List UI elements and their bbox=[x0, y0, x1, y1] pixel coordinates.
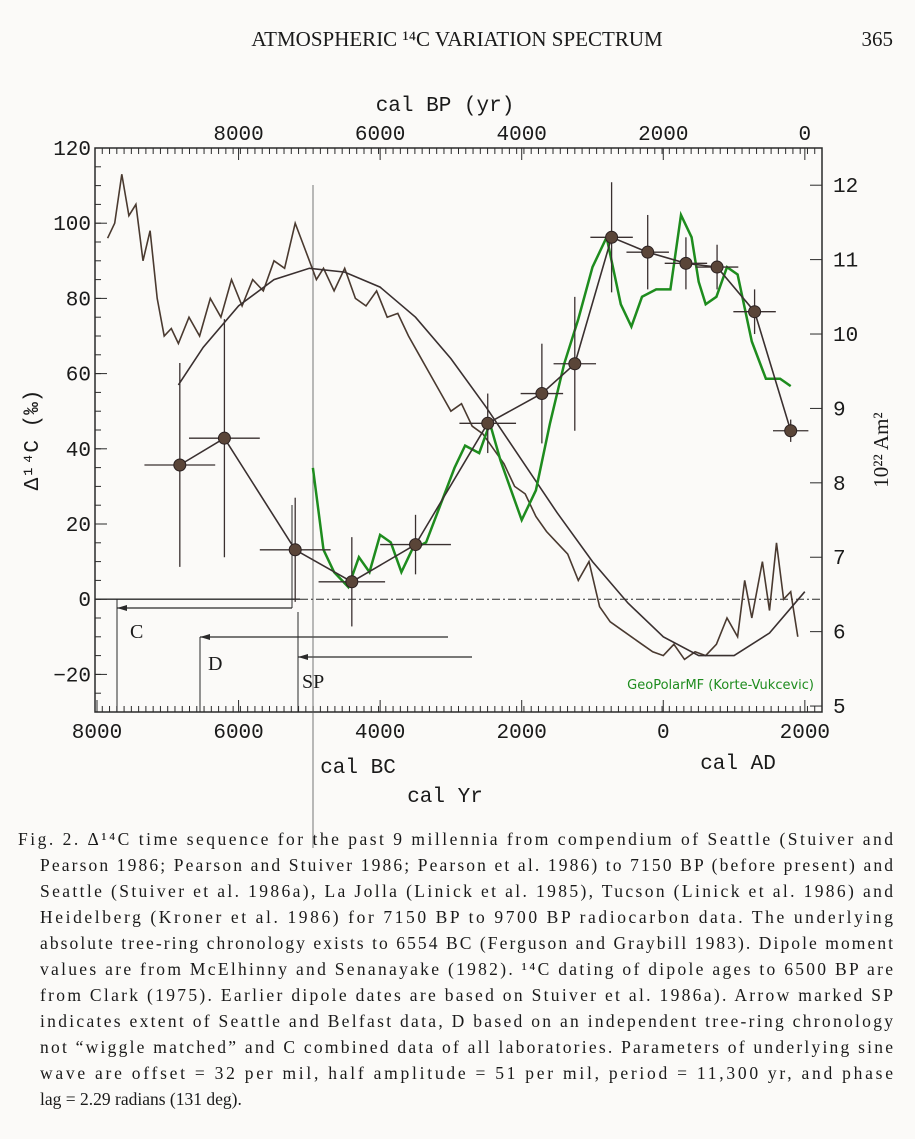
ad-label: cal AD bbox=[700, 753, 776, 776]
y-tick-label: 100 bbox=[53, 214, 91, 237]
bc-label: cal BC bbox=[320, 757, 396, 780]
caption-line: indicates extent of Seattle and Belfast … bbox=[40, 1011, 893, 1031]
y2-tick-label: 8 bbox=[833, 474, 846, 497]
data-point bbox=[641, 245, 655, 259]
y-tick-label: 40 bbox=[66, 440, 91, 463]
y-tick-label: 0 bbox=[78, 590, 91, 613]
y2-tick-label: 5 bbox=[833, 697, 846, 720]
data-point bbox=[748, 305, 762, 319]
data-point bbox=[679, 256, 693, 270]
x-tick-label: 2000 bbox=[496, 722, 546, 745]
y2-tick-label: 6 bbox=[833, 623, 846, 646]
caption-line: Fig. 2. Δ¹⁴C time sequence for the past … bbox=[18, 829, 893, 849]
data-point bbox=[481, 416, 495, 430]
running-title: ATMOSPHERIC ¹⁴C VARIATION SPECTRUM bbox=[251, 27, 663, 51]
annotation: D bbox=[208, 653, 222, 675]
caption-line: from Clark (1975). Earlier dipole dates … bbox=[40, 985, 893, 1005]
data-point bbox=[784, 424, 798, 438]
page-number: 365 bbox=[862, 27, 894, 51]
y2-tick-label: 11 bbox=[833, 251, 858, 274]
data-point bbox=[568, 357, 582, 371]
data-point bbox=[535, 387, 549, 401]
x-tick-label: 2000 bbox=[780, 722, 830, 745]
data-point bbox=[217, 431, 231, 445]
series-line bbox=[177, 267, 806, 657]
data-point bbox=[173, 458, 187, 472]
series-line bbox=[106, 174, 799, 661]
caption-line: Seattle (Stuiver et al. 1986a), La Jolla… bbox=[40, 881, 893, 901]
x2-tick-label: 0 bbox=[799, 124, 812, 147]
y2-tick-label: 7 bbox=[833, 548, 846, 571]
y-tick-label: −20 bbox=[53, 665, 91, 688]
caption-line: Heidelberg (Kroner et al. 1986) for 7150… bbox=[40, 907, 893, 927]
caption-line: wave are offset = 32 per mil, half ampli… bbox=[40, 1063, 893, 1083]
x-axis-label: cal Yr bbox=[407, 786, 483, 809]
y-tick-label: 20 bbox=[66, 515, 91, 538]
x2-tick-label: 4000 bbox=[496, 124, 546, 147]
x2-tick-label: 6000 bbox=[355, 124, 405, 147]
series-line bbox=[311, 210, 792, 590]
series-label: GeoPolarMF (Korte-Vukcevic) bbox=[627, 678, 814, 693]
x2-tick-label: 2000 bbox=[638, 124, 688, 147]
y-axis-label: Δ¹⁴C (‰) bbox=[22, 390, 45, 491]
data-point bbox=[345, 575, 359, 589]
data-point bbox=[710, 260, 724, 274]
caption-line: values are from McElhinny and Senanayake… bbox=[40, 959, 893, 979]
y2-tick-label: 10 bbox=[833, 325, 858, 348]
x-tick-label: 4000 bbox=[355, 722, 405, 745]
caption: Fig. 2. Δ¹⁴C time sequence for the past … bbox=[18, 829, 893, 1109]
y2-tick-label: 12 bbox=[833, 176, 858, 199]
top-axis-label: cal BP (yr) bbox=[376, 95, 515, 118]
y2-axis-label: 10²² Am² bbox=[869, 412, 893, 487]
data-point bbox=[288, 543, 302, 557]
x2-tick-label: 8000 bbox=[213, 124, 263, 147]
series-line bbox=[179, 236, 792, 583]
data-point bbox=[409, 538, 423, 552]
annotation: C bbox=[130, 621, 143, 643]
arrow-head bbox=[117, 605, 127, 611]
caption-line: absolute tree-ring chronology exists to … bbox=[40, 933, 893, 953]
y-tick-label: 80 bbox=[66, 289, 91, 312]
arrow-head bbox=[298, 654, 308, 660]
y2-tick-label: 9 bbox=[833, 399, 846, 422]
arrow-head bbox=[200, 634, 210, 640]
caption-line: not “wiggle matched” and C combined data… bbox=[40, 1037, 893, 1057]
x-tick-label: 0 bbox=[657, 722, 670, 745]
y-tick-label: 60 bbox=[66, 365, 91, 388]
caption-line: Pearson 1986; Pearson and Stuiver 1986; … bbox=[40, 855, 893, 875]
x-tick-label: 6000 bbox=[213, 722, 263, 745]
caption-line: lag = 2.29 radians (131 deg). bbox=[40, 1089, 242, 1109]
y-tick-label: 120 bbox=[53, 139, 91, 162]
plot-frame bbox=[94, 147, 823, 713]
data-point bbox=[605, 230, 619, 244]
x-tick-label: 8000 bbox=[72, 722, 122, 745]
